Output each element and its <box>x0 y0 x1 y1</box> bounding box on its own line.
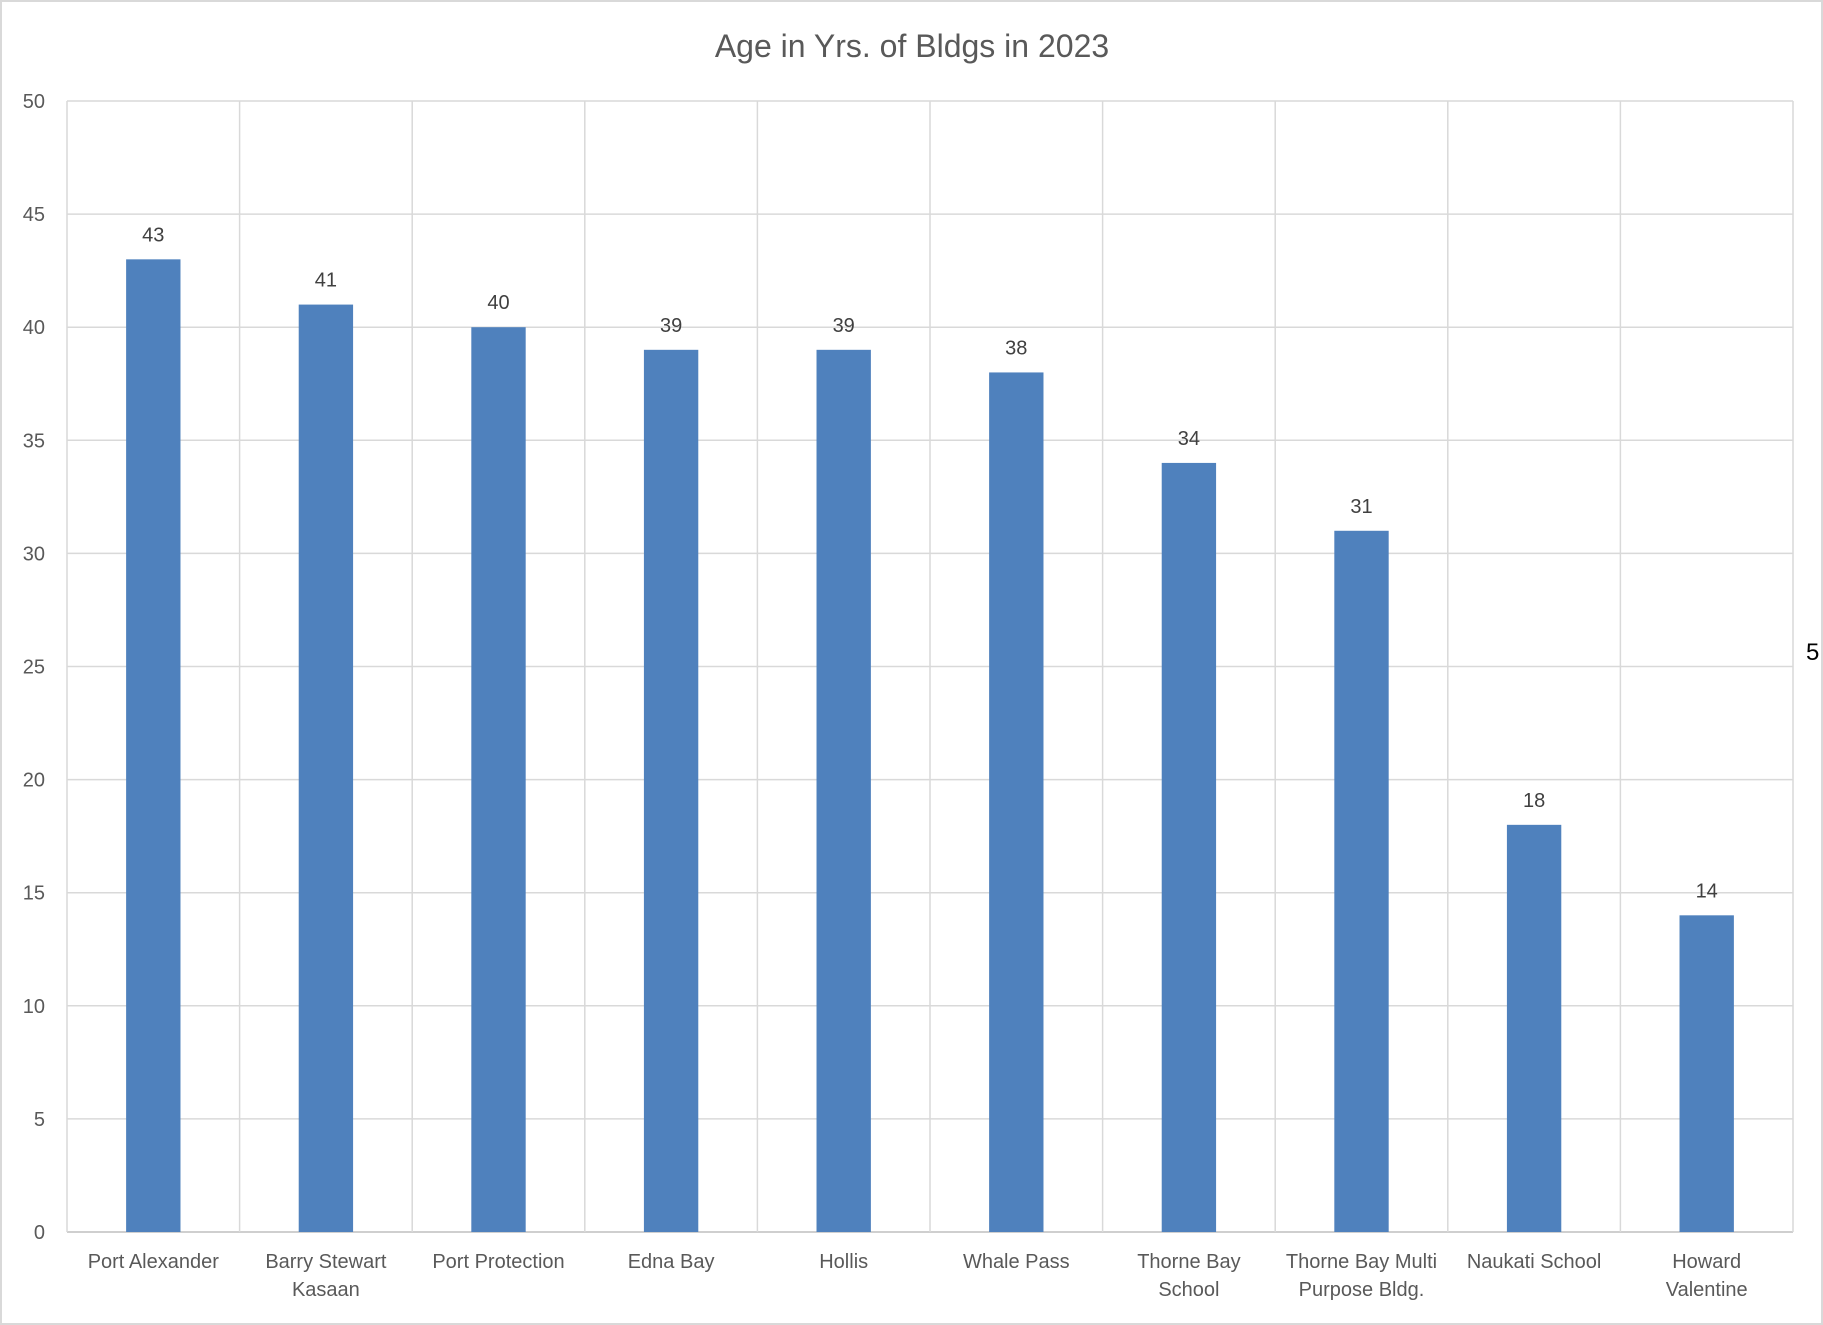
data-label: 39 <box>833 315 855 337</box>
y-tick-label: 50 <box>23 91 45 113</box>
y-tick-label: 40 <box>23 317 45 339</box>
y-tick-label: 45 <box>23 204 45 226</box>
bar <box>1679 915 1734 1232</box>
data-label: 38 <box>1005 337 1027 359</box>
chart-title: Age in Yrs. of Bldgs in 2023 <box>715 28 1109 64</box>
edge-text-fragment: 5 <box>1806 639 1819 666</box>
bar <box>643 349 699 1232</box>
data-label: 41 <box>315 270 337 292</box>
gridlines <box>66 100 1794 1233</box>
bar <box>1506 824 1562 1232</box>
y-tick-label: 35 <box>23 430 45 452</box>
y-tick-label: 25 <box>23 657 45 679</box>
bar <box>989 372 1044 1232</box>
data-label: 18 <box>1523 790 1545 812</box>
data-labels: 43 41 40 39 39 38 34 31 18 14 <box>142 224 1718 902</box>
y-tick-label: 30 <box>23 543 45 565</box>
bar <box>1334 530 1389 1232</box>
x-tick-label: Barry Stewart Kasaan <box>265 1251 387 1301</box>
data-label: 43 <box>142 224 164 246</box>
x-tick-label: Port Alexander <box>88 1251 220 1273</box>
x-tick-label: Thorne Bay School <box>1137 1251 1240 1301</box>
x-tick-label: Edna Bay <box>628 1251 715 1273</box>
bar <box>471 327 526 1232</box>
bar <box>126 259 181 1233</box>
x-tick-label: Naukati School <box>1467 1251 1602 1273</box>
bar <box>816 349 871 1232</box>
data-label: 34 <box>1178 428 1200 450</box>
y-tick-label: 5 <box>34 1109 45 1131</box>
x-tick-label: Hollis <box>819 1251 868 1273</box>
data-label: 14 <box>1696 880 1718 902</box>
y-tick-label: 0 <box>34 1222 45 1244</box>
bar <box>1161 462 1217 1232</box>
bars <box>126 259 1734 1233</box>
x-tick-label: Port Protection <box>432 1251 564 1273</box>
data-label: 40 <box>487 292 509 314</box>
y-tick-label: 20 <box>23 770 45 792</box>
x-axis-labels: Port Alexander Barry Stewart Kasaan Port Pr… <box>88 1251 1748 1301</box>
bar <box>298 304 354 1233</box>
x-tick-label: Whale Pass <box>963 1251 1070 1273</box>
x-tick-label: Thorne Bay Multi Purpose Bldg. <box>1286 1251 1437 1301</box>
x-tick-label: Howard Valentine <box>1666 1251 1748 1301</box>
y-tick-label: 10 <box>23 996 45 1018</box>
data-label: 31 <box>1350 496 1372 518</box>
y-axis-ticks: 0 5 10 15 20 25 30 35 40 45 50 <box>23 91 45 1244</box>
data-label: 39 <box>660 315 682 337</box>
y-tick-label: 15 <box>23 883 45 905</box>
